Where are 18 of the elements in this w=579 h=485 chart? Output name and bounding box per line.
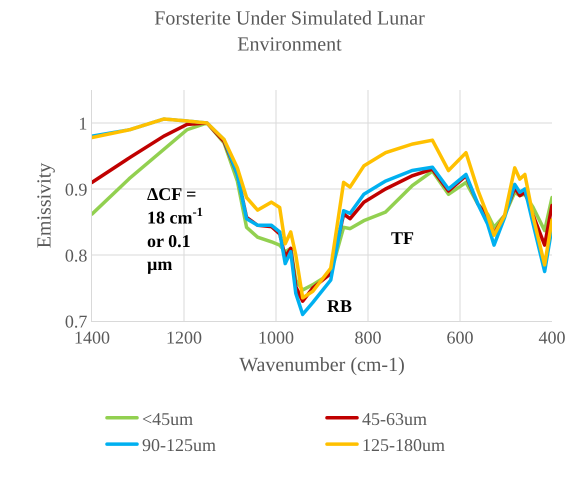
y-axis-title: Emissivity: [33, 162, 56, 248]
legend-label: <45um: [142, 408, 194, 429]
legend-label: 45-63um: [362, 408, 427, 429]
legend-label: 90-125um: [142, 435, 216, 456]
y-tick-label: 1: [78, 113, 88, 134]
x-tick-label: 400: [538, 328, 566, 348]
x-tick-label: 1000: [258, 328, 294, 348]
y-tick-label: 0.9: [64, 179, 88, 200]
x-tick-label: 600: [446, 328, 474, 348]
x-tick-label: 1200: [166, 328, 202, 348]
x-axis-title: Wavenumber (cm-1): [239, 354, 405, 376]
annotation: ΔCF = 18 cm$^{-1}$ or 0.1 µm: [147, 184, 203, 274]
annotation: TF: [391, 228, 414, 248]
y-tick-label: 0.8: [64, 245, 88, 266]
annotation: RB: [327, 296, 352, 316]
x-tick-label: 800: [354, 328, 382, 348]
legend-label: 125-180um: [362, 435, 445, 456]
chart-title: Forsterite Under Simulated Lunar Environment: [154, 7, 426, 56]
